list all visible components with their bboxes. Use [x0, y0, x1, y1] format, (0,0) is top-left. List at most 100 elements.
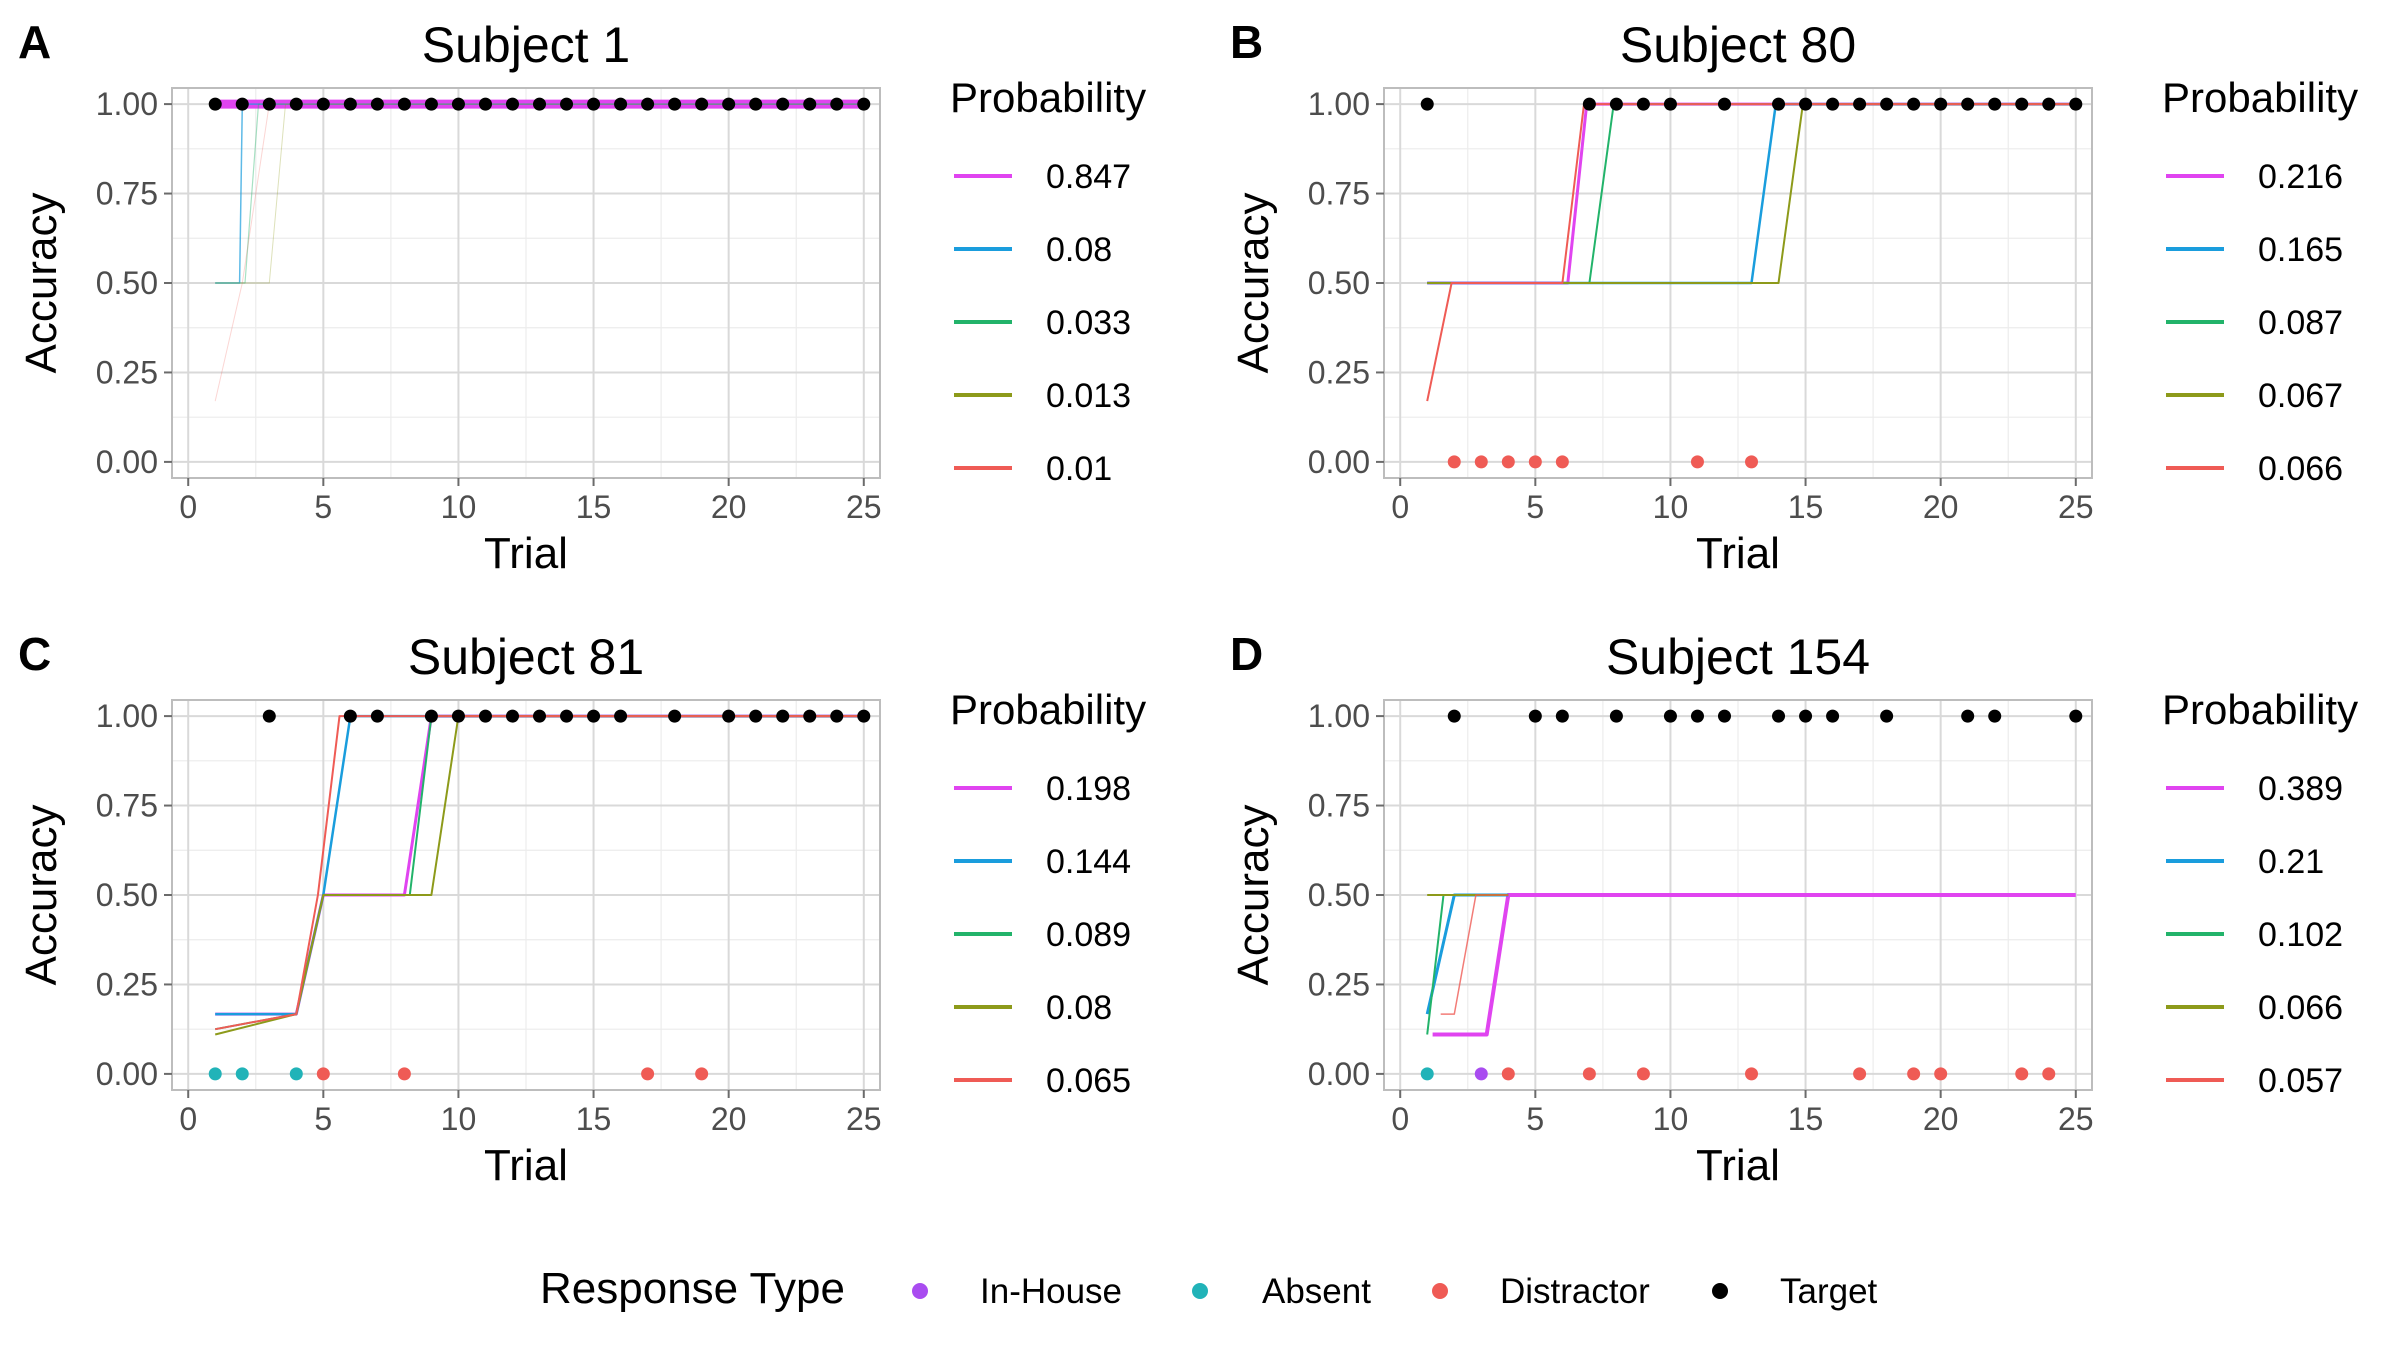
- point-target: [235, 97, 249, 111]
- point-target: [668, 709, 682, 723]
- series-line-0.08: [215, 103, 864, 284]
- x-tick-label: 20: [711, 1101, 747, 1137]
- point-target: [343, 709, 357, 723]
- point-distractor: [316, 1067, 330, 1081]
- legend-label: 0.198: [1046, 770, 1131, 808]
- point-target: [803, 709, 817, 723]
- legend-label: 0.089: [1046, 916, 1131, 954]
- point-target: [1826, 709, 1840, 723]
- panel-title: Subject 81: [408, 629, 644, 685]
- x-tick-label: 20: [1923, 489, 1959, 525]
- point-target: [2015, 97, 2029, 111]
- point-distractor: [641, 1067, 655, 1081]
- point-target: [749, 709, 763, 723]
- point-target: [1609, 709, 1623, 723]
- y-axis-title: Accuracy: [1229, 193, 1278, 374]
- x-tick-label: 0: [1391, 1101, 1409, 1137]
- point-target: [316, 97, 330, 111]
- probability-legend: Probability 0.847 0.08 0.033 0.013 0.01: [950, 74, 1146, 488]
- legend-label: 0.847: [1046, 158, 1131, 196]
- point-target: [587, 709, 601, 723]
- x-tick-label: 10: [1653, 489, 1689, 525]
- x-axis-title: Trial: [484, 529, 568, 578]
- point-absent: [208, 1067, 222, 1081]
- point-target: [1880, 709, 1894, 723]
- panel-letter: B: [1230, 16, 1263, 68]
- point-target: [289, 97, 303, 111]
- y-tick-label: 0.00: [96, 444, 158, 480]
- point-target: [1826, 97, 1840, 111]
- point-distractor: [1690, 455, 1704, 469]
- point-target: [262, 709, 276, 723]
- legend-label: 0.033: [1046, 304, 1131, 342]
- point-target: [1528, 709, 1542, 723]
- point-distractor: [1853, 1067, 1867, 1081]
- x-tick-label: 25: [2058, 1101, 2094, 1137]
- legend-label: 0.066: [2258, 989, 2343, 1027]
- x-tick-label: 10: [1653, 1101, 1689, 1137]
- point-target: [560, 97, 574, 111]
- panel-letter: A: [18, 16, 51, 68]
- point-target: [830, 709, 844, 723]
- point-distractor: [2042, 1067, 2056, 1081]
- x-tick-label: 20: [1923, 1101, 1959, 1137]
- point-absent: [235, 1067, 249, 1081]
- point-target: [1853, 97, 1867, 111]
- point-distractor: [1528, 455, 1542, 469]
- point-distractor: [1501, 455, 1515, 469]
- point-target: [2042, 97, 2056, 111]
- point-target: [722, 709, 736, 723]
- legend-label: 0.102: [2258, 916, 2343, 954]
- legend-label: 0.08: [1046, 989, 1112, 1027]
- y-tick-label: 0.75: [96, 176, 158, 212]
- probability-legend: Probability 0.389 0.21 0.102 0.066 0.057: [2162, 686, 2358, 1100]
- x-tick-label: 15: [1788, 489, 1824, 525]
- x-tick-label: 25: [846, 489, 882, 525]
- legend-title: Probability: [2162, 686, 2358, 733]
- y-tick-label: 1.00: [1308, 698, 1370, 734]
- legend-label: 0.389: [2258, 770, 2343, 808]
- point-target: [451, 709, 465, 723]
- y-axis-title: Accuracy: [17, 805, 66, 986]
- point-distractor: [2015, 1067, 2029, 1081]
- panel-c: C Subject 81 0 5 10 15 20 25 0.00 0.25 0.50 0.75 1.0…: [17, 628, 1146, 1190]
- x-tick-label: 25: [2058, 489, 2094, 525]
- response-legend-title: Response Type: [540, 1264, 845, 1313]
- y-tick-label: 0.75: [1308, 176, 1370, 212]
- point-target: [614, 97, 628, 111]
- y-tick-label: 0.00: [1308, 444, 1370, 480]
- point-distractor: [1474, 455, 1488, 469]
- point-target: [370, 97, 384, 111]
- point-target: [1447, 709, 1461, 723]
- y-axis-title: Accuracy: [1229, 805, 1278, 986]
- probability-legend: Probability 0.216 0.165 0.087 0.067 0.066: [2162, 74, 2358, 488]
- point-target: [1636, 97, 1650, 111]
- point-target: [1555, 709, 1569, 723]
- legend-label: 0.065: [1046, 1062, 1131, 1100]
- y-tick-label: 0.75: [96, 788, 158, 824]
- series-line-0.057: [1440, 894, 1509, 1015]
- legend-label: 0.066: [2258, 450, 2343, 488]
- point-target: [1961, 709, 1975, 723]
- x-tick-label: 15: [1788, 1101, 1824, 1137]
- point-distractor: [1501, 1067, 1515, 1081]
- series-line-0.013: [215, 103, 864, 284]
- point-target: [1582, 97, 1596, 111]
- x-tick-label: 5: [1526, 1101, 1544, 1137]
- point-in-house: [1474, 1067, 1488, 1081]
- response-legend-key: [1712, 1283, 1728, 1299]
- legend-label: 0.067: [2258, 377, 2343, 415]
- point-target: [587, 97, 601, 111]
- point-distractor: [1934, 1067, 1948, 1081]
- x-tick-label: 25: [846, 1101, 882, 1137]
- point-target: [857, 97, 871, 111]
- panel-letter: D: [1230, 628, 1263, 680]
- response-legend-label: Absent: [1262, 1272, 1371, 1311]
- legend-label: 0.08: [1046, 231, 1112, 269]
- response-legend-label: Distractor: [1500, 1272, 1650, 1311]
- panel-d: D Subject 154 0 5 10 15 20 25 0.00 0.25 0.50 0.75 1.…: [1229, 628, 2358, 1190]
- point-target: [776, 709, 790, 723]
- series-line-0.066: [1426, 103, 2076, 402]
- x-tick-label: 5: [314, 489, 332, 525]
- point-target: [1663, 97, 1677, 111]
